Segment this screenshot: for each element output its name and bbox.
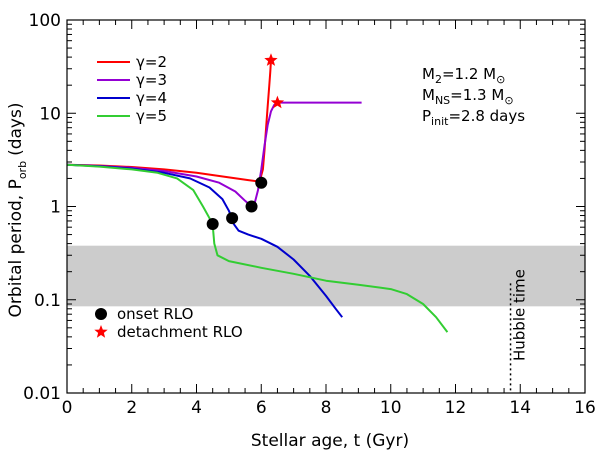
annotation-symbol: P [422, 107, 431, 125]
x-tick-label: 10 [380, 398, 402, 418]
y-axis-label-sub: orb [16, 161, 29, 179]
x-tick-label: 0 [62, 398, 73, 418]
annotation-subscript: NS [435, 94, 450, 107]
annotation-value: =2.8 days [448, 107, 525, 125]
series-line-gamma-2 [66, 60, 272, 183]
annotation-solar-symbol: ⊙ [504, 94, 513, 107]
y-axis-label-unit: (days) [6, 103, 26, 156]
x-tick-label: 4 [191, 398, 202, 418]
y-tick-label: 10 [39, 104, 61, 124]
series-line-gamma-5 [66, 163, 449, 333]
x-tick-label: 2 [126, 398, 137, 418]
y-axis-label-main: Orbital period, P [6, 179, 26, 317]
parameter-annotation: MNS=1.3 M⊙ [422, 86, 514, 107]
annotation-value: =1.3 M [450, 86, 504, 104]
annotation-subscript: init [431, 115, 449, 128]
annotation-symbol: M [422, 65, 435, 83]
y-tick-label: 0.01 [23, 384, 61, 404]
legend-label-gamma-3: γ=3 [136, 71, 167, 89]
legend: γ=2γ=3γ=4γ=5 [97, 53, 167, 125]
onset-rlo-marker [245, 200, 258, 213]
x-tick-label: 16 [574, 398, 596, 418]
axis-ticks [66, 19, 586, 394]
legend-marker-label: onset RLO [117, 305, 193, 323]
y-tick-label: 0.1 [34, 291, 61, 311]
annotation-symbol: M [422, 86, 435, 104]
detachment-rlo-marker [270, 95, 285, 109]
legend-label-gamma-2: γ=2 [136, 53, 167, 71]
annotation-value: =1.2 M [442, 65, 496, 83]
legend-label-gamma-5: γ=5 [136, 107, 167, 125]
y-tick-label: 1 [50, 198, 61, 218]
x-axis-label: Stellar age, t (Gyr) [251, 431, 409, 451]
y-tick-label: 100 [29, 11, 61, 31]
x-tick-label: 14 [509, 398, 531, 418]
parameter-annotations: M2=1.2 M⊙MNS=1.3 M⊙Pinit=2.8 days [422, 65, 525, 128]
x-tick-label: 8 [321, 398, 332, 418]
markers [206, 53, 285, 230]
parameter-annotation: Pinit=2.8 days [422, 107, 525, 128]
legend-marker-label: detachment RLO [117, 323, 243, 341]
hubble-time-label: Hubble time [511, 269, 529, 361]
x-tick-label: 6 [256, 398, 267, 418]
parameter-annotation: M2=1.2 M⊙ [422, 65, 505, 86]
detachment-rlo-marker [264, 53, 278, 66]
legend-onset-marker [95, 308, 107, 320]
onset-rlo-marker [255, 176, 268, 189]
onset-rlo-marker [206, 217, 219, 230]
annotation-solar-symbol: ⊙ [496, 73, 505, 86]
annotation-subscript: 2 [435, 73, 442, 86]
y-axis-label: Orbital period, Porb (days) [6, 103, 29, 318]
legend-label-gamma-4: γ=4 [136, 89, 167, 107]
tick-labels: 0 2 4 6 8 10 12 14 16 0.01 0.1 1 10 100 [23, 11, 596, 418]
legend-detachment-marker [94, 325, 108, 338]
x-tick-label: 12 [445, 398, 467, 418]
onset-rlo-marker [226, 212, 239, 225]
